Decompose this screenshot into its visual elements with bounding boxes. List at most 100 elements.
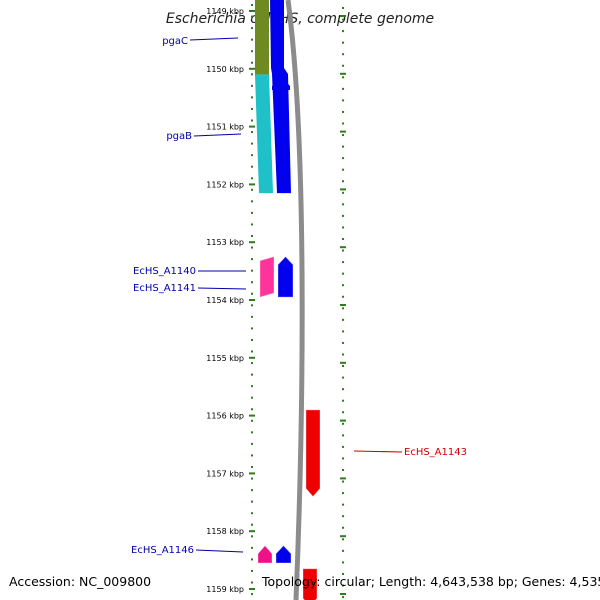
axis-dot [342,261,344,264]
axis-dot [342,318,344,321]
axis-tick-label: 1156 kbp [206,412,244,421]
axis-dot [251,211,253,214]
axis-dot [251,96,253,99]
reverse-arrow-head [270,0,284,8]
axis-dot [342,7,344,9]
axis-dot [342,122,344,125]
genome-backbone-arc [285,0,305,600]
axis-dot [342,110,344,113]
axis-major-tick [249,183,255,186]
axis-dot [251,131,253,134]
axis-dot [342,341,344,344]
axis-dot [251,281,253,284]
gene-highlight [257,544,273,564]
axis-dot [251,188,253,191]
axis-tick-label: 1157 kbp [206,469,244,478]
axis-major-tick [340,361,346,364]
axis-dot [342,515,344,518]
axis-dot [251,523,253,526]
axis-dot [342,214,344,217]
right-axis [340,7,346,599]
axis-tick-label: 1159 kbp [206,585,244,594]
label-leader-line [195,549,244,553]
label-leader-line [193,133,242,137]
axis-dot [251,246,253,249]
echs-a1141-gene-arrow [278,256,293,298]
gene-highlight [305,409,321,498]
axis-dot [342,41,344,44]
axis-dot [342,445,344,448]
axis-dot [251,512,253,515]
axis-dot [251,454,253,457]
axis-dot [251,61,253,64]
axis-tick-label: 1155 kbp [206,354,244,363]
axis-dot [251,292,253,295]
axis-dot [251,350,253,353]
axis-dot [342,18,344,21]
axis-dot [251,38,253,41]
gene-label-echs-a1143[interactable]: EcHS_A1143 [404,447,467,458]
left-axis: 1149 kbp 1150 kbp 1151 kbp 1152 kbp 1153 kbp… [206,4,255,596]
axis-dot [342,272,344,275]
axis-major-tick [249,299,255,301]
axis-major-tick [249,67,255,70]
axis-dot [251,107,253,110]
axis-major-tick [249,356,255,359]
gene-label-echs-a1141[interactable]: EcHS_A1141 [133,283,196,294]
axis-dot [342,191,344,194]
gene-label-pgac[interactable]: pgaC [162,36,188,47]
axis-dot [251,177,253,180]
pgac-gene-arrow [255,0,269,75]
unlabeled-gene-arrow [270,0,291,194]
label-leader-line [197,287,247,290]
gene-label-echs-a1140[interactable]: EcHS_A1140 [133,266,196,277]
axis-dot [251,269,253,272]
axis-dot [251,581,253,584]
gene-label-echs-a1146[interactable]: EcHS_A1146 [131,545,194,556]
unlabeled-gene-arrow [276,545,291,563]
axis-major-tick [249,588,255,590]
gene-highlight [277,255,294,298]
feature-track [255,0,321,600]
axis-major-tick [340,130,346,133]
axis-dot [342,249,344,252]
unlabeled-gene-arrow [303,568,317,600]
axis-dot [251,396,253,399]
axis-dot [342,76,344,79]
axis-dot [342,330,344,333]
axis-dot [342,226,344,229]
echs-a1143-gene-arrow [306,409,320,497]
topology-text: Topology: circular; Length: 4,643,538 bp… [261,574,600,589]
axis-dot [342,376,344,379]
axis-tick-label: 1149 kbp [206,7,244,16]
axis-dot [342,87,344,90]
axis-dot [342,411,344,414]
axis-dot [342,572,344,575]
axis-dot [342,457,344,460]
axis-major-tick [249,472,255,475]
axis-dot [251,142,253,145]
axis-dot [251,27,253,30]
axis-major-tick [340,419,346,422]
axis-dot [342,30,344,33]
gene-label-pgab[interactable]: pgaB [166,131,192,142]
axis-dot [251,419,253,422]
axis-dot [251,4,253,6]
axis-dot [342,238,344,240]
axis-dot [251,338,253,341]
axis-dot [251,477,253,480]
axis-dot [342,434,344,437]
feature-labels: pgaC pgaB EcHS_A1140 EcHS_A1141 EcHS_A1143 Ec… [131,36,467,556]
axis-major-tick [340,246,346,249]
axis-dot [342,480,344,483]
axis-dot [342,388,344,391]
axis-dot [342,145,344,148]
axis-dot [251,73,253,76]
axis-dot [251,165,253,168]
axis-dot [342,596,344,599]
axis-dot [251,362,253,365]
accession-text: Accession: NC_009800 [9,574,151,589]
gene-highlight [259,255,275,298]
axis-dot [342,307,344,310]
axis-dot [342,99,344,102]
